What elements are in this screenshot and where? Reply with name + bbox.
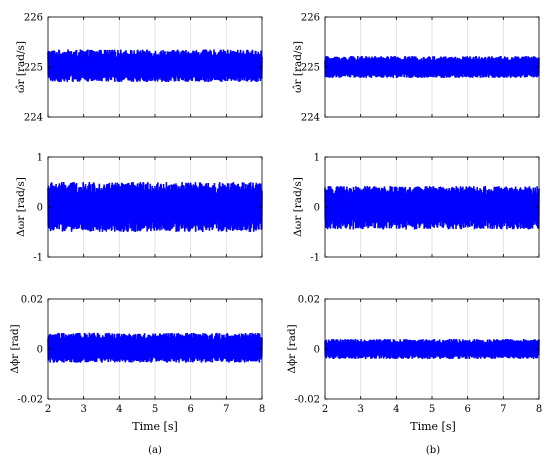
y-axis-label: ω̂r [rad/s] [292, 41, 304, 93]
y-tick-label: 225 [301, 63, 320, 74]
panel-b2: -1 0 1 Δωr [rad/s] [292, 153, 540, 264]
x-tick-label: 4 [393, 404, 399, 415]
x-tick-label: 2 [322, 404, 328, 415]
x-tick-label: 7 [223, 404, 229, 415]
panel-a1: 224 225 226 ω̂r [rad/s] [15, 13, 263, 124]
panel-a2: -1 0 1 Δωr [rad/s] [15, 153, 263, 264]
x-tick-label: 3 [357, 404, 363, 415]
x-tick-label: 5 [429, 404, 435, 415]
signal-line [47, 182, 263, 232]
x-tick-label: 3 [80, 404, 86, 415]
x-axis-label-b: Time [s] [410, 420, 456, 433]
signal-line [324, 338, 540, 360]
panel-b3: 2 3 4 5 6 7 8 -0.02 0 0.02 Δϕr [rad] [286, 295, 542, 416]
caption-b: (b) [426, 445, 440, 456]
y-tick-label: 0.02 [21, 295, 43, 306]
y-tick-label: 0.02 [298, 295, 320, 306]
x-axis-label-a: Time [s] [132, 420, 178, 433]
y-tick-label: 0 [314, 203, 320, 214]
x-tick-label: 7 [500, 404, 506, 415]
y-axis-label: ω̂r [rad/s] [15, 41, 27, 93]
y-axis-label: Δϕr [rad] [286, 324, 298, 373]
y-tick-label: 1 [37, 153, 43, 164]
x-tick-label: 5 [152, 404, 158, 415]
y-axis-label: Δωr [rad/s] [15, 177, 27, 237]
y-tick-label: 1 [314, 153, 320, 164]
x-tick-label: 4 [116, 404, 122, 415]
caption-a: (a) [148, 445, 162, 456]
y-tick-label: 226 [301, 13, 320, 24]
y-tick-label: -0.02 [294, 395, 320, 406]
y-tick-label: 224 [24, 113, 43, 124]
y-tick-label: 0 [37, 345, 43, 356]
y-axis-label: Δϕr [rad] [9, 324, 21, 373]
y-axis-label: Δωr [rad/s] [292, 177, 304, 237]
x-tick-label: 6 [187, 404, 193, 415]
y-tick-label: 224 [301, 113, 320, 124]
panel-b1: 224 225 226 ω̂r [rad/s] [292, 13, 540, 124]
panel-a3: 2 3 4 5 6 7 8 -0.02 0 0.02 Δϕr [rad] [9, 295, 265, 416]
x-tick-label: 6 [464, 404, 470, 415]
y-tick-label: -0.02 [17, 395, 43, 406]
y-tick-label: 225 [24, 63, 43, 74]
x-tick-label: 2 [45, 404, 51, 415]
y-tick-label: -1 [33, 253, 43, 264]
y-tick-label: 0 [314, 345, 320, 356]
signal-line [324, 55, 540, 79]
x-tick-label: 8 [536, 404, 542, 415]
y-tick-label: 0 [37, 203, 43, 214]
y-tick-label: -1 [310, 253, 320, 264]
y-tick-label: 226 [24, 13, 43, 24]
signal-line [324, 186, 540, 230]
signal-line [47, 332, 263, 363]
x-tick-label: 8 [259, 404, 265, 415]
signal-line [47, 49, 263, 83]
